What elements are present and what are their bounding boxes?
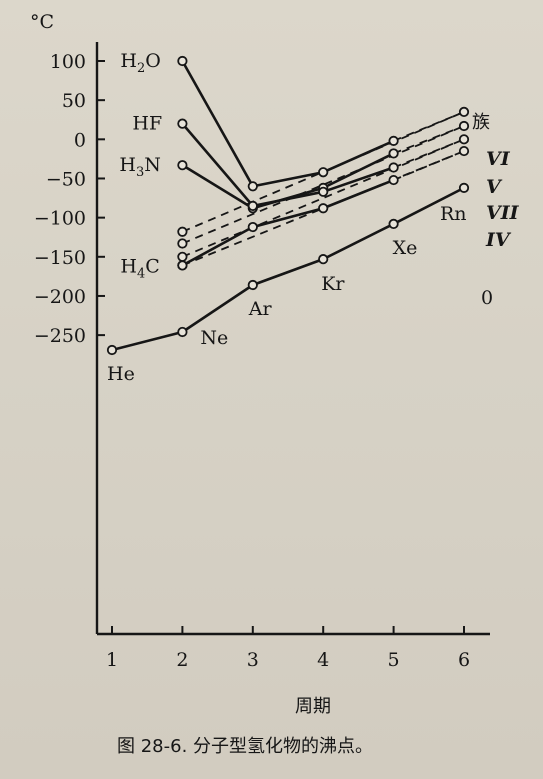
series-line-segment <box>393 111 465 142</box>
series-line-segment <box>322 178 395 210</box>
series-line-segment <box>181 60 254 187</box>
group-label: IV <box>485 229 512 251</box>
series-line-segment <box>393 186 465 226</box>
series-line-segment <box>252 206 324 229</box>
dashed-line <box>182 111 465 233</box>
point-label: He <box>107 363 135 385</box>
dashed-line <box>182 125 465 245</box>
data-point <box>247 279 258 291</box>
dashed-line <box>182 150 465 267</box>
data-point <box>388 148 399 159</box>
series-line-segment <box>393 138 465 169</box>
dashed-line <box>182 138 465 258</box>
point-label: H4C <box>120 255 159 281</box>
series-line-segment <box>322 139 395 174</box>
point-label: HF <box>132 113 162 135</box>
x-tick-label: 6 <box>458 649 470 671</box>
x-tick-label: 5 <box>388 649 400 671</box>
y-tick-label: −150 <box>34 247 86 269</box>
group-label: VII <box>486 202 520 224</box>
data-point <box>247 181 258 192</box>
group-label: VI <box>486 148 511 170</box>
data-point <box>177 55 188 67</box>
series-line-segment <box>252 170 324 188</box>
series-line-segment <box>111 330 183 352</box>
dashed-line-start-point <box>177 238 188 249</box>
x-axis-title: 周期 <box>295 696 331 717</box>
y-tick-label: 50 <box>62 90 86 112</box>
series-line-segment <box>181 164 254 210</box>
y-tick-label: −50 <box>46 168 86 190</box>
point-label: Xe <box>393 237 418 259</box>
series-line-segment <box>322 222 395 261</box>
group-labels: VI V VII IV 0 <box>481 148 520 309</box>
data-point <box>458 134 470 145</box>
group-label: V <box>486 176 503 198</box>
data-point <box>458 106 470 118</box>
group-header: 族 <box>472 112 490 133</box>
data-point <box>177 160 188 171</box>
data-points <box>106 55 470 356</box>
data-point <box>177 118 188 129</box>
data-point <box>318 167 329 178</box>
data-point <box>388 174 399 186</box>
data-point <box>318 254 329 265</box>
series-line-segment <box>393 150 465 181</box>
y-tick-label: −200 <box>34 286 86 308</box>
series-lines <box>111 60 465 352</box>
axis-ticks: 100 50 0 −50 −100 −150 −200 −250 1 2 3 4 5 6 <box>34 51 470 671</box>
y-axis-unit: °C <box>30 11 54 33</box>
data-point <box>318 203 329 214</box>
x-tick-label: 3 <box>247 649 259 671</box>
point-label: Ar <box>248 298 273 320</box>
data-point <box>458 182 470 193</box>
data-point <box>458 120 470 132</box>
point-label: Kr <box>321 273 345 295</box>
dashed-line-start-point <box>177 226 188 237</box>
data-point <box>318 186 329 197</box>
x-tick-label: 1 <box>106 649 118 671</box>
series-line-segment <box>252 257 324 287</box>
data-point <box>388 135 399 146</box>
y-tick-label: 0 <box>74 129 86 151</box>
figure-caption: 图 28-6. 分子型氢化物的沸点。 <box>117 736 373 757</box>
dashed-line-start-point <box>177 251 188 262</box>
y-tick-label: −100 <box>34 208 86 230</box>
data-point <box>247 221 258 233</box>
data-point <box>247 200 258 211</box>
y-tick-label: 100 <box>50 51 86 73</box>
series-line-segment <box>181 122 254 207</box>
group-label: 0 <box>481 287 493 309</box>
series-line-segment <box>322 152 395 190</box>
series-line-segment <box>393 125 465 155</box>
data-point <box>177 326 188 338</box>
data-point <box>388 162 399 173</box>
point-label: H3N <box>119 154 160 180</box>
data-point <box>106 344 118 356</box>
y-tick-label: −250 <box>34 325 86 347</box>
series-line-segment <box>322 166 395 194</box>
data-point <box>458 145 470 157</box>
data-point <box>177 260 188 271</box>
point-labels: H2O HF H3N H4C He Ne Ar Kr Xe Rn <box>107 50 467 385</box>
point-label: H2O <box>120 50 160 76</box>
point-label: Ne <box>200 327 228 349</box>
series-line-segment <box>181 225 254 267</box>
series-line-segment <box>181 283 254 334</box>
point-label: Rn <box>440 203 467 225</box>
series-line-segment <box>252 190 324 208</box>
x-tick-label: 4 <box>317 649 329 671</box>
x-tick-label: 2 <box>176 649 188 671</box>
data-point <box>388 218 399 230</box>
